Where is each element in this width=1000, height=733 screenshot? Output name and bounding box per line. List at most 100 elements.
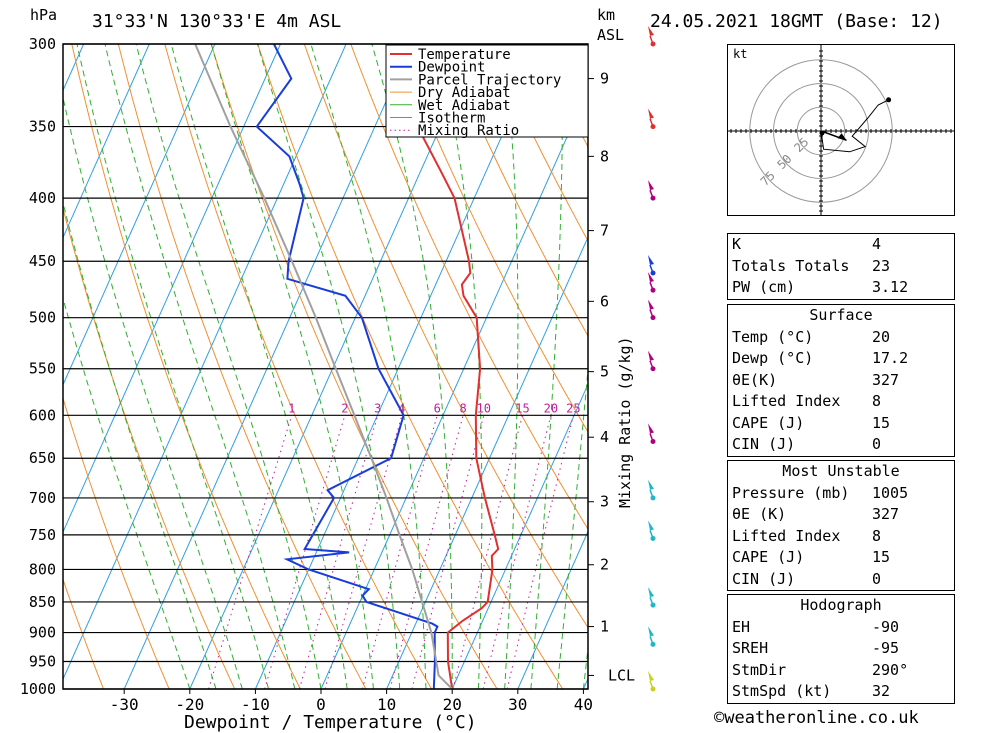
wet-adiabat-line — [437, 44, 483, 689]
dry-adiabat-line — [489, 44, 588, 242]
row-value: 15 — [872, 548, 891, 566]
row-value: 327 — [872, 370, 900, 389]
pressure-tick-label: 450 — [29, 252, 56, 270]
wet-adiabat-line — [502, 44, 519, 689]
isotherm-line — [63, 44, 347, 681]
dry-adiabat-line — [257, 44, 564, 689]
isotherm-line — [0, 44, 18, 689]
x-tick-label: -10 — [241, 695, 270, 714]
mixing-ratio-label: 10 — [477, 401, 491, 415]
row-label: Lifted Index — [732, 526, 841, 545]
row-value: 32 — [872, 682, 891, 700]
wind-barb-flag — [648, 350, 654, 361]
row-label: Totals Totals — [732, 256, 850, 275]
mixing-ratio-line — [324, 415, 403, 689]
table-row: SREH -95 — [728, 638, 954, 660]
dry-adiabat-line — [396, 44, 588, 433]
asl-label: ASL — [597, 26, 624, 44]
legend-item: Parcel Trajectory — [418, 72, 561, 88]
pressure-tick-label: 550 — [29, 360, 56, 378]
isotherm-line — [451, 383, 588, 689]
wind-barb-flag — [648, 26, 654, 36]
hodograph-ring-label: 25 — [791, 135, 811, 155]
wind-barb-flag — [648, 423, 654, 434]
x-tick-label: 30 — [508, 695, 527, 714]
mixing-ratio-label: 3 — [374, 401, 381, 415]
mixing-ratio-label: 6 — [434, 401, 441, 415]
x-tick-label: -30 — [110, 695, 139, 714]
wind-barb-staff — [649, 35, 654, 45]
dry-adiabat-line — [443, 44, 588, 337]
row-value: 3.12 — [872, 278, 909, 296]
wet-adiabat-line — [170, 44, 348, 689]
wind-barb-flag — [648, 272, 654, 283]
x-tick-label: -20 — [175, 695, 204, 714]
x-tick-label: 40 — [574, 695, 593, 714]
wind-barb-flag — [648, 108, 654, 119]
km-tick-label: 3 — [600, 493, 609, 511]
row-label: StmSpd (kt) — [732, 682, 832, 700]
wind-barb-staff — [649, 530, 654, 539]
x-tick-label: 20 — [443, 695, 462, 714]
table-row: Dewp (°C) 17.2 — [728, 348, 954, 370]
row-value: 290° — [872, 660, 909, 679]
table-row: Temp (°C) 20 — [728, 327, 954, 349]
isotherm-line — [63, 44, 281, 534]
table-title: Hodograph — [800, 596, 882, 614]
table-row: Pressure (mb) 1005 — [728, 483, 954, 505]
mixing-ratio-label: 2 — [341, 401, 348, 415]
mixing-ratio-axis-label: Mixing Ratio (g/kg) — [616, 336, 634, 508]
table-row: StmSpd (kt) 32 — [728, 681, 954, 703]
wind-barb-flag — [648, 587, 654, 598]
km-tick-label: 4 — [600, 428, 609, 446]
storm-motion-arrowhead — [837, 133, 847, 141]
row-label: CIN (J) — [732, 435, 796, 453]
hpa-axis-unit: hPa — [30, 6, 57, 24]
hodograph-end-dot — [886, 97, 892, 103]
row-label: StmDir — [732, 660, 787, 679]
table-row: Lifted Index 8 — [728, 526, 954, 548]
row-value: -95 — [872, 639, 900, 657]
legend-item: Wet Adiabat — [418, 98, 511, 114]
pressure-tick-label: 950 — [29, 653, 56, 671]
legend-item: Dry Adiabat — [418, 85, 511, 101]
row-label: K — [732, 235, 742, 253]
km-axis-unit: km — [597, 6, 615, 24]
hodograph-ring — [796, 106, 846, 156]
km-tick-label: 1 — [600, 618, 609, 636]
row-label: Lifted Index — [732, 392, 841, 410]
km-tick-label: 9 — [600, 70, 609, 88]
km-tick-label: 6 — [600, 292, 609, 310]
row-label: EH — [732, 617, 751, 636]
row-label: θE(K) — [732, 370, 778, 389]
most-unstable-table: Most Unstable Pressure (mb) 1005 θE (K) 327 L… — [727, 460, 955, 591]
wind-barb-flag — [648, 671, 654, 681]
table-row: Totals Totals 23 — [728, 256, 954, 278]
credit-text: ©weatheronline.co.uk — [714, 708, 919, 728]
row-label: Pressure (mb) — [732, 483, 850, 502]
row-label: CAPE (J) — [732, 413, 805, 432]
row-label: SREH — [732, 639, 769, 657]
row-value: 20 — [872, 327, 891, 346]
mixing-ratio-label: 8 — [460, 401, 467, 415]
wind-barb-staff — [649, 264, 654, 274]
pressure-tick-label: 500 — [29, 309, 56, 327]
pressure-tick-label: 900 — [29, 624, 56, 642]
mixing-ratio-label: 1 — [288, 401, 295, 415]
surface-table: Surface Temp (°C) 20 Dewp (°C) 17.2 θE(K) 327 L… — [727, 304, 955, 457]
legend-item: Dewpoint — [418, 60, 485, 76]
dry-adiabat-line — [63, 578, 104, 689]
hodograph-ring — [773, 83, 869, 179]
pressure-tick-label: 400 — [29, 189, 56, 207]
mixing-ratio-line — [506, 415, 574, 689]
table-row: StmDir 290° — [728, 660, 954, 682]
pressure-tick-label: 850 — [29, 593, 56, 611]
km-tick-label: 8 — [600, 147, 609, 165]
table-row: θE (K) 327 — [728, 504, 954, 526]
row-value: 17.2 — [872, 349, 909, 367]
table-title: Surface — [809, 306, 873, 324]
dry-adiabat-line — [350, 44, 588, 530]
row-value: 0 — [872, 569, 882, 588]
